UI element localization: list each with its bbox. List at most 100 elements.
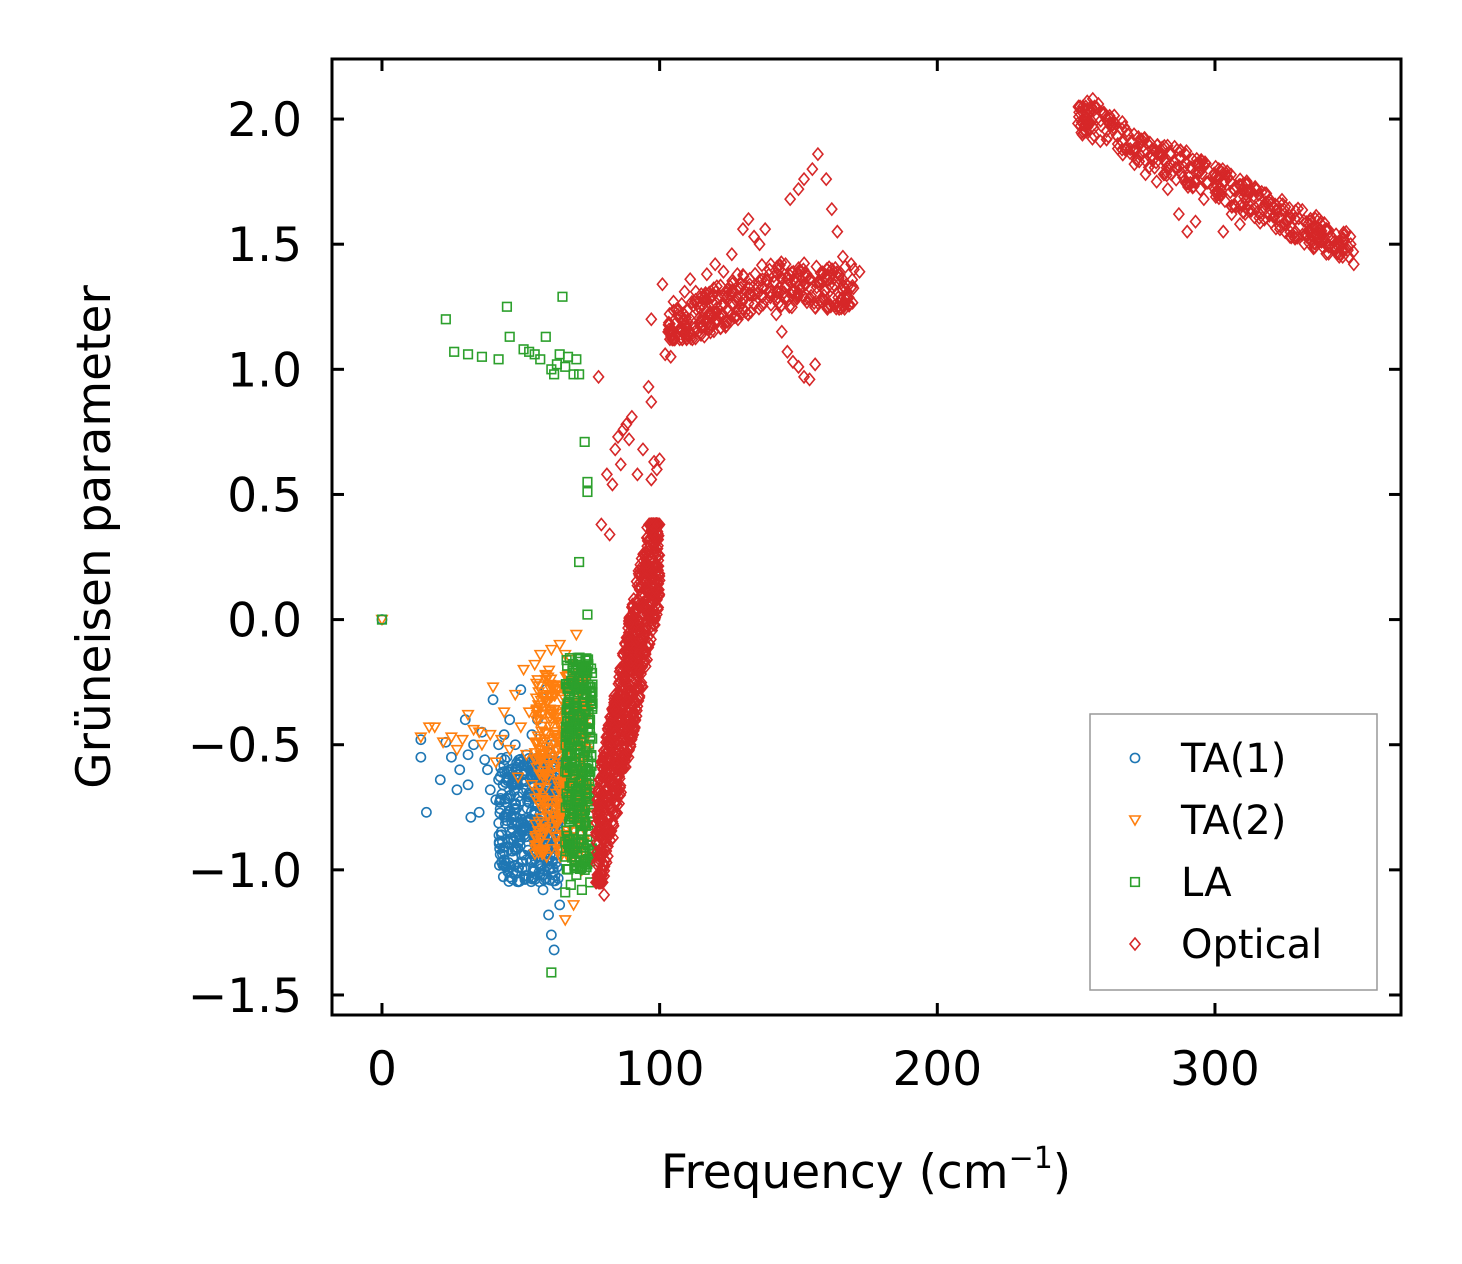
data-point bbox=[1177, 160, 1191, 175]
legend-marker bbox=[1128, 936, 1142, 952]
data-point bbox=[643, 594, 656, 610]
data-point bbox=[528, 659, 542, 672]
data-point bbox=[829, 260, 842, 276]
data-point bbox=[802, 292, 815, 307]
data-point bbox=[650, 549, 663, 565]
data-point bbox=[1320, 246, 1333, 261]
data-point bbox=[811, 146, 824, 162]
data-point bbox=[839, 259, 852, 274]
data-point bbox=[1330, 237, 1343, 253]
data-point bbox=[1208, 166, 1221, 181]
data-point bbox=[444, 732, 458, 744]
data-point bbox=[497, 860, 509, 871]
data-point bbox=[662, 324, 675, 340]
data-point bbox=[752, 279, 765, 294]
data-point bbox=[656, 276, 669, 292]
data-point bbox=[1239, 206, 1252, 222]
data-point bbox=[415, 734, 427, 746]
data-point bbox=[835, 301, 848, 316]
data-point bbox=[594, 776, 607, 792]
data-point bbox=[615, 763, 628, 779]
x-tick-label: 0 bbox=[367, 1042, 397, 1097]
data-point bbox=[819, 283, 832, 299]
data-point bbox=[820, 171, 833, 187]
data-point bbox=[1322, 246, 1335, 261]
data-point bbox=[538, 869, 550, 880]
data-point bbox=[522, 707, 536, 719]
data-point bbox=[1195, 162, 1208, 177]
data-point bbox=[511, 772, 525, 784]
data-point bbox=[1086, 131, 1099, 146]
data-point bbox=[625, 409, 638, 425]
data-point bbox=[537, 799, 551, 811]
data-point bbox=[440, 314, 451, 325]
data-point bbox=[511, 803, 523, 814]
data-point bbox=[775, 298, 788, 314]
data-point bbox=[549, 870, 561, 881]
data-point bbox=[791, 287, 804, 302]
data-point bbox=[587, 698, 598, 709]
data-point bbox=[1344, 229, 1357, 244]
data-point bbox=[542, 665, 556, 678]
data-point bbox=[737, 268, 750, 284]
data-point bbox=[621, 655, 634, 671]
data-point bbox=[627, 709, 640, 725]
data-point bbox=[549, 770, 564, 782]
data-point bbox=[584, 775, 595, 786]
data-point bbox=[1158, 138, 1171, 154]
data-point bbox=[501, 301, 513, 312]
data-point bbox=[548, 944, 560, 956]
data-point bbox=[557, 291, 568, 302]
data-point bbox=[1251, 204, 1264, 220]
data-point bbox=[575, 819, 586, 831]
data-point bbox=[583, 717, 594, 728]
data-point bbox=[699, 292, 712, 308]
data-point bbox=[571, 765, 582, 776]
plot-frame bbox=[330, 57, 1403, 1017]
data-point bbox=[792, 181, 805, 197]
data-point bbox=[545, 755, 559, 767]
data-point bbox=[839, 295, 852, 311]
data-point bbox=[462, 349, 474, 360]
data-point bbox=[608, 701, 621, 717]
data-point bbox=[1275, 192, 1289, 208]
data-point bbox=[562, 715, 573, 727]
data-point bbox=[561, 864, 572, 875]
data-point bbox=[1209, 159, 1222, 175]
data-point bbox=[1160, 168, 1173, 183]
data-point bbox=[1248, 209, 1261, 225]
data-point bbox=[679, 321, 693, 336]
data-point bbox=[465, 811, 477, 823]
data-point bbox=[521, 802, 533, 814]
data-point bbox=[534, 869, 546, 881]
data-point bbox=[1120, 123, 1133, 139]
data-point bbox=[1128, 156, 1141, 172]
data-point bbox=[1146, 148, 1159, 164]
x-axis-title-sup: −1 bbox=[1009, 1141, 1053, 1176]
data-point bbox=[534, 750, 548, 762]
data-point bbox=[547, 863, 559, 874]
legend-label: LA bbox=[1181, 860, 1232, 906]
data-point bbox=[550, 816, 565, 828]
data-point bbox=[518, 344, 529, 355]
data-point bbox=[705, 317, 718, 333]
data-point bbox=[505, 827, 517, 839]
data-point bbox=[535, 354, 546, 365]
data-point bbox=[653, 587, 666, 602]
data-point bbox=[612, 713, 625, 729]
data-point bbox=[563, 838, 574, 849]
data-point bbox=[1239, 183, 1253, 199]
data-point bbox=[1309, 211, 1322, 227]
data-point bbox=[526, 854, 538, 866]
data-point bbox=[523, 871, 535, 883]
data-point bbox=[494, 848, 506, 860]
data-point bbox=[544, 674, 558, 686]
data-point bbox=[755, 257, 768, 273]
data-point bbox=[565, 777, 577, 788]
data-point bbox=[597, 856, 610, 872]
data-point bbox=[623, 636, 636, 652]
data-point bbox=[651, 563, 665, 578]
data-point bbox=[576, 884, 587, 895]
data-point bbox=[1189, 214, 1202, 229]
data-point bbox=[826, 279, 839, 295]
